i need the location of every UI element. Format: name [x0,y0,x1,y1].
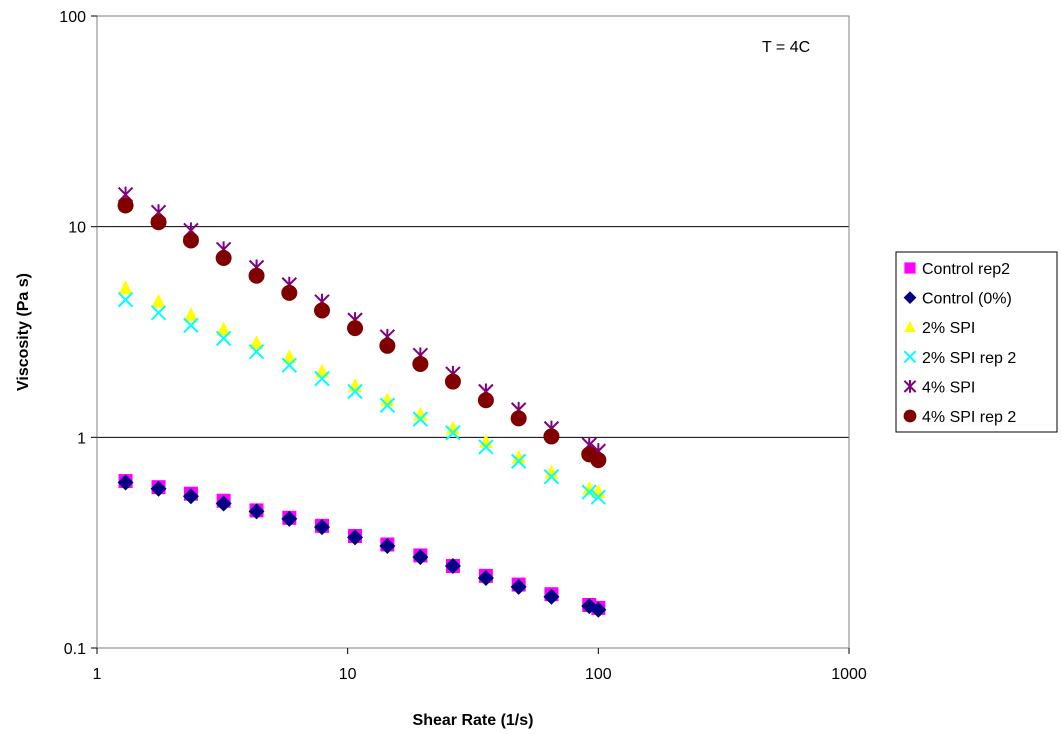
data-point [543,469,560,485]
data-point [150,214,167,231]
data-point [412,549,429,566]
data-point [118,280,133,295]
x-tick-label: 100 [585,666,612,683]
data-point [379,337,396,354]
data-point [477,569,494,586]
legend-marker [904,320,916,332]
legend-label: Control rep2 [922,261,1010,278]
data-point [150,305,167,321]
legend-marker [903,380,917,393]
data-point [444,373,461,390]
legend-marker [903,291,917,304]
data-point [216,321,231,336]
data-point [445,425,461,441]
x-tick-label: 1000 [831,666,867,683]
legend-label: 4% SPI [922,379,975,396]
x-axis-title: Shear Rate (1/s) [413,712,534,729]
data-point [117,474,134,491]
series-3 [117,292,607,505]
y-tick-label: 10 [68,220,86,237]
grid-lines [97,226,849,438]
data-point [183,307,198,322]
data-point [379,537,396,554]
data-point [215,250,232,267]
data-point [413,406,428,421]
data-point [379,397,396,413]
legend-marker [903,409,917,423]
data-point [315,363,330,378]
data-point [347,320,364,337]
data-point [544,464,559,479]
legend-label: Control (0%) [922,291,1012,308]
legend-label: 2% SPI rep 2 [922,350,1016,367]
data-point [215,330,232,347]
data-point [117,292,134,308]
data-point [590,452,607,469]
data-point [281,510,298,527]
data-point [445,420,460,435]
legend-label: 2% SPI [922,320,975,337]
series-5 [117,197,607,469]
data-point [348,378,363,393]
data-point [248,503,265,520]
data-point [477,392,494,409]
data-point [151,293,166,308]
axis-ticks: 0.1 1 10 100 1 10 100 1000 [59,9,867,683]
data-point [511,449,526,464]
data-point [347,383,363,400]
legend: Control rep2 Control (0%) 2% SPI 2% SPI rep… [895,251,1058,433]
data-point [590,601,607,618]
data-point [314,519,331,536]
y-axis-title: Viscosity (Pa s) [15,273,32,391]
plot-area [96,15,850,649]
data-point [412,355,429,372]
series-1 [117,474,607,618]
data-point [117,197,134,214]
data-point [248,343,265,360]
data-point [249,335,264,350]
legend-marker [903,350,917,364]
annotation: T = 4C [762,39,810,56]
data-point [248,267,265,284]
x-tick-label: 10 [339,666,357,683]
data-point [150,480,167,497]
data-points [117,186,607,618]
data-point [314,370,330,387]
data-point [543,428,560,445]
data-point [281,284,298,301]
series-4 [117,186,607,460]
y-tick-label: 100 [59,9,86,26]
data-point [510,410,527,427]
x-tick-label: 1 [93,666,102,683]
data-point [183,317,199,334]
data-point [510,578,527,595]
data-point [412,411,429,427]
data-point [347,529,364,546]
data-point [215,495,232,512]
data-point [478,439,494,455]
data-point [182,232,199,249]
series-2 [118,280,606,499]
legend-box [895,251,1058,433]
data-point [581,484,597,500]
legend-label: 4% SPI rep 2 [922,409,1016,426]
data-point [543,588,560,605]
y-tick-label: 1 [77,430,86,447]
data-point [282,349,297,364]
data-point [510,453,527,469]
data-point [444,558,461,575]
data-point [281,357,298,373]
legend-marker [904,262,916,274]
data-point [590,489,607,505]
y-tick-label: 0.1 [64,641,86,658]
data-point [182,488,199,505]
data-point [314,302,331,319]
